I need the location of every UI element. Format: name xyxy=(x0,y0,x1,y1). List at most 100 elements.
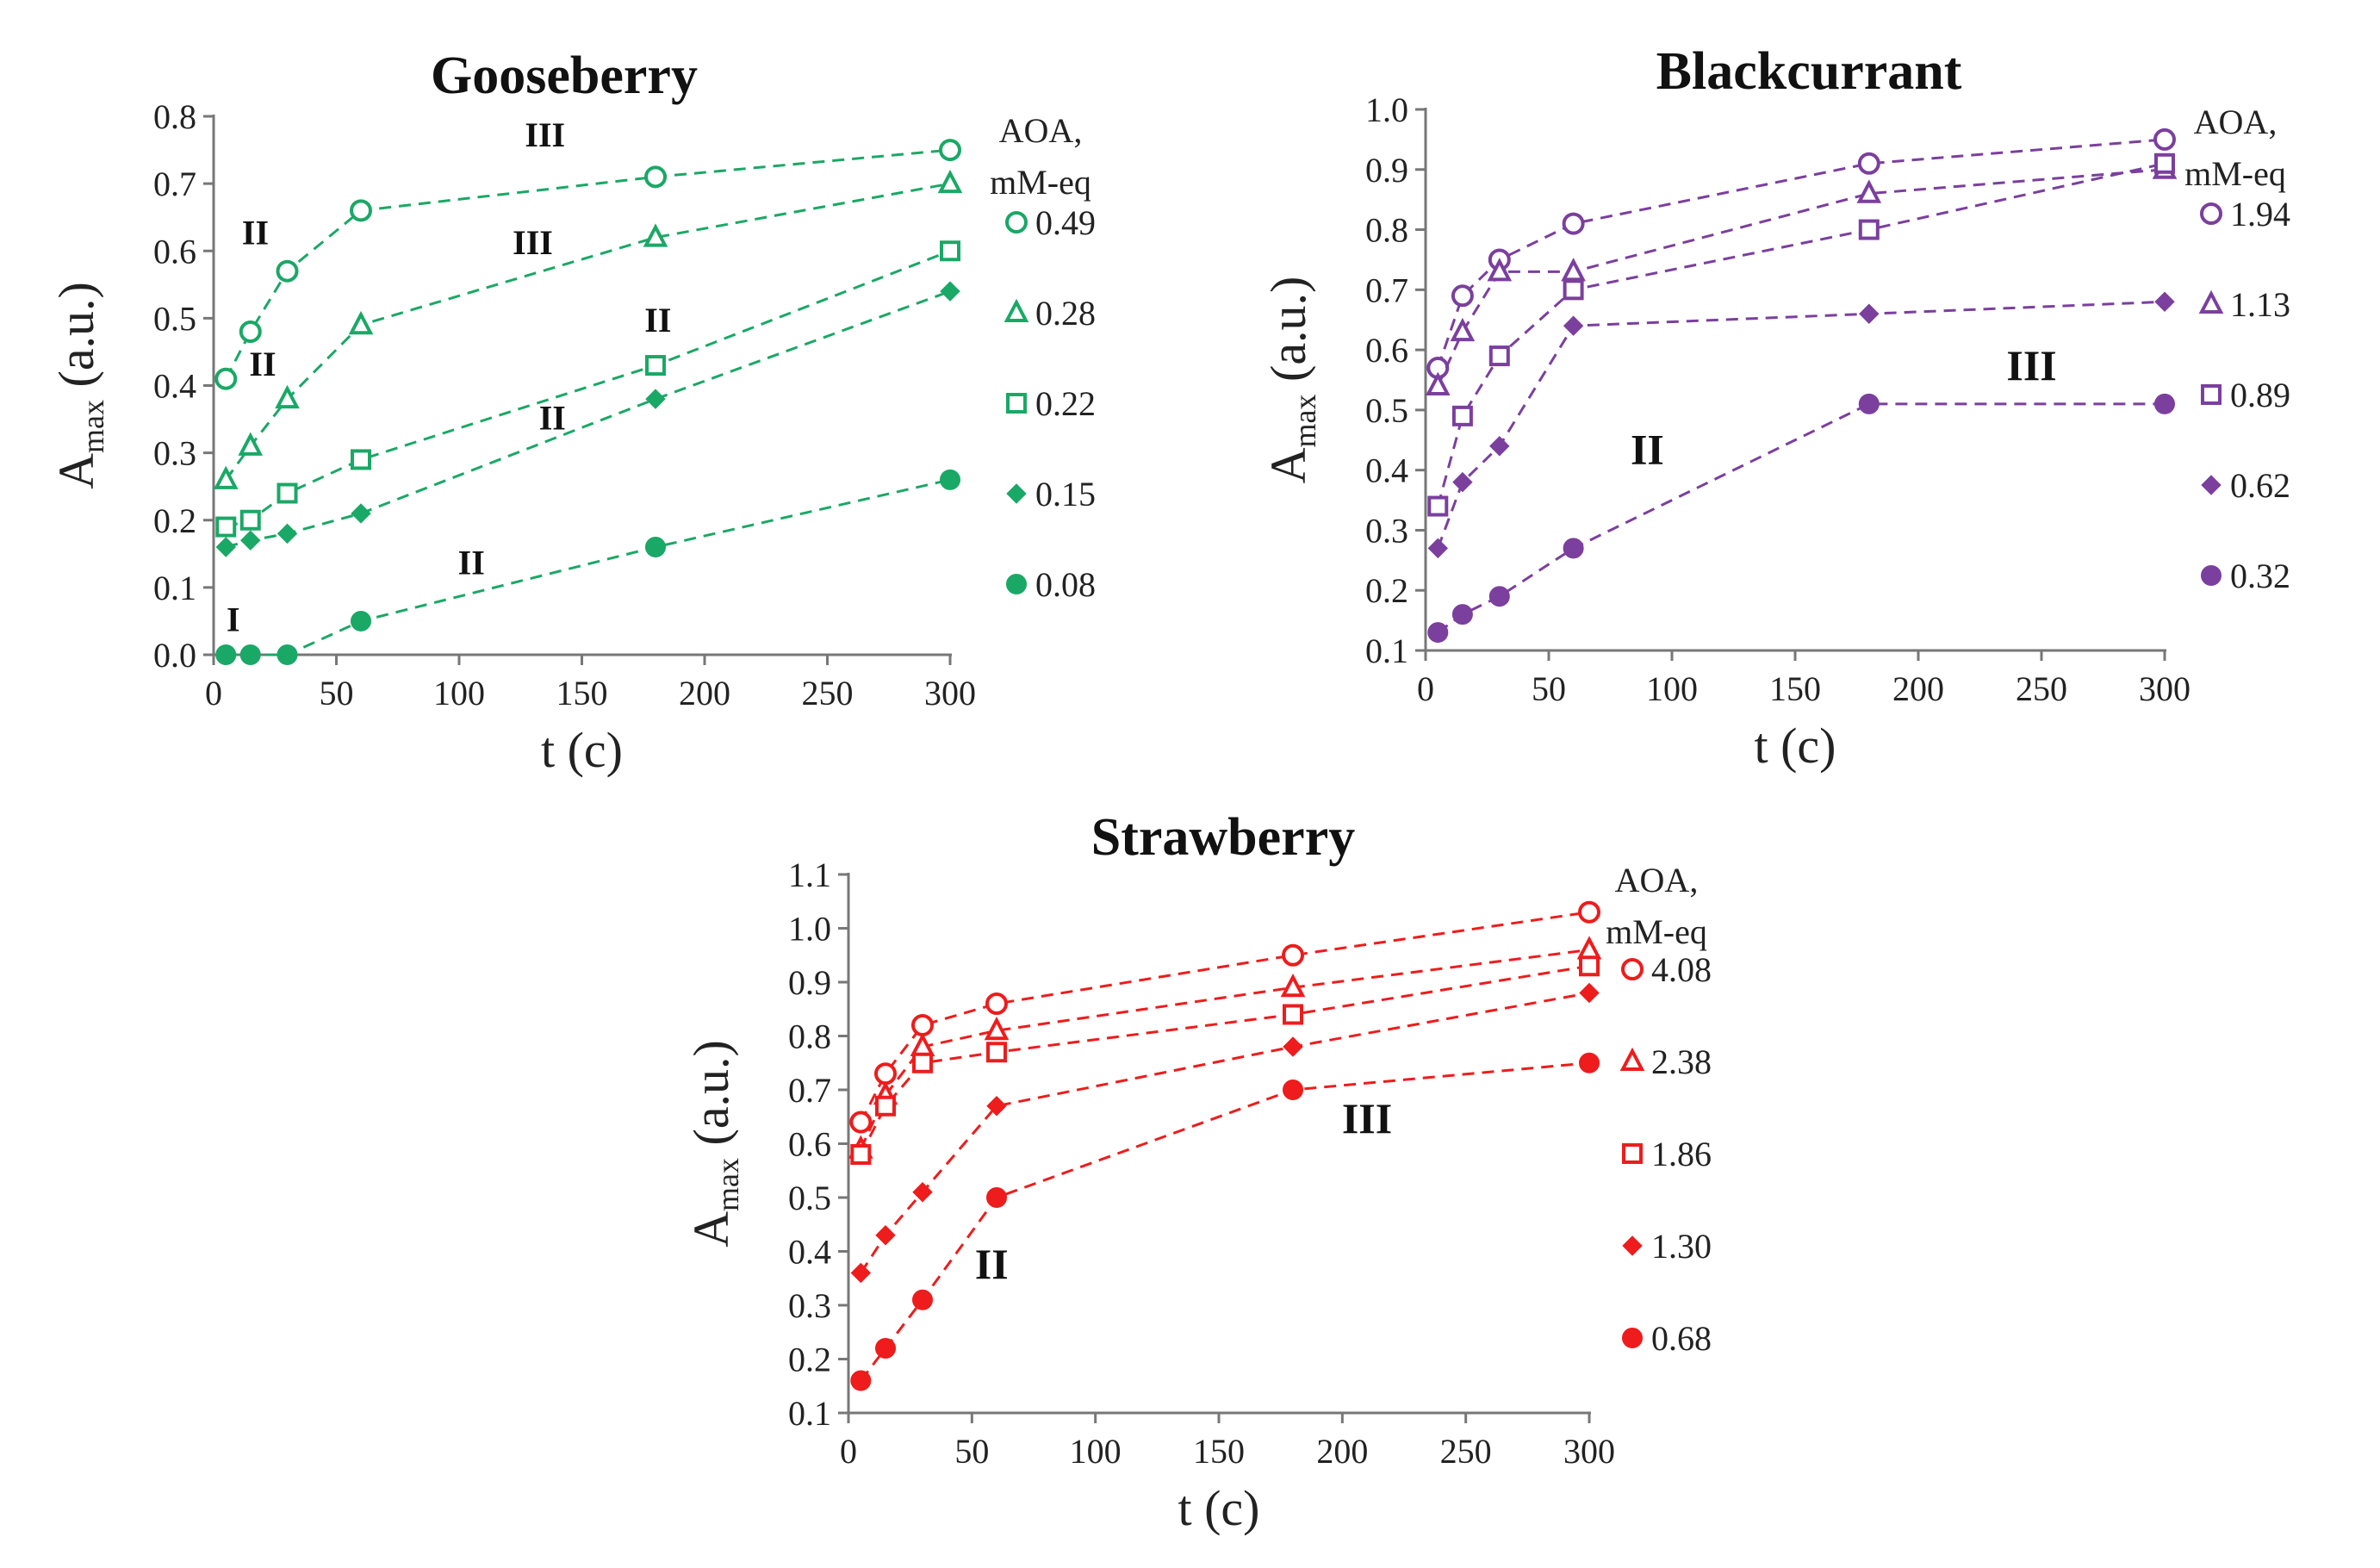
legend-marker xyxy=(1006,574,1027,594)
data-point xyxy=(1487,258,1513,282)
data-point xyxy=(1280,973,1306,998)
data-point xyxy=(1579,1052,1600,1073)
data-point xyxy=(1452,471,1473,493)
series-line xyxy=(859,911,1590,1123)
data-point xyxy=(1283,1036,1303,1057)
data-point xyxy=(644,165,667,189)
data-point xyxy=(2154,291,2175,312)
legend-label: 0.15 xyxy=(1035,475,1096,513)
data-point xyxy=(1283,1004,1303,1025)
y-axis-title-unit: (a.u.) xyxy=(48,282,104,400)
x-tick-label: 300 xyxy=(1563,1432,1615,1471)
y-tick-label: 0.1 xyxy=(788,1394,831,1433)
legend-marker xyxy=(1006,393,1027,414)
data-point xyxy=(1859,303,1880,324)
series-line xyxy=(225,249,951,529)
phase-annotation: II xyxy=(1631,426,1664,474)
y-tick-label: 1.0 xyxy=(1365,90,1408,129)
data-point xyxy=(1563,538,1584,559)
data-point xyxy=(940,281,960,302)
x-axis-title: t (c) xyxy=(541,722,623,778)
data-point xyxy=(850,1370,872,1391)
x-tick-label: 50 xyxy=(954,1432,989,1471)
phase-annotation: II xyxy=(458,543,485,582)
y-tick-label: 0.7 xyxy=(1365,271,1408,309)
series-0.68 xyxy=(850,1052,1600,1391)
y-tick-label: 0.7 xyxy=(788,1071,831,1110)
data-point xyxy=(912,1052,933,1073)
y-tick-label: 0.0 xyxy=(153,636,196,675)
legend-title: AOA, xyxy=(1615,861,1699,899)
y-tick-label: 0.5 xyxy=(1365,391,1408,430)
y-tick-label: 0.1 xyxy=(153,569,196,607)
data-point xyxy=(1427,495,1449,517)
data-point xyxy=(910,1032,935,1056)
x-tick-label: 200 xyxy=(1892,669,1944,708)
y-tick-label: 0.4 xyxy=(153,367,196,406)
series-line xyxy=(225,182,951,481)
data-point xyxy=(1488,345,1510,367)
legend-title: mM-eq xyxy=(2184,154,2286,193)
data-point xyxy=(1489,436,1510,457)
phase-annotation: I xyxy=(227,600,240,639)
legend-label: 0.32 xyxy=(2230,557,2290,595)
legend-label: 0.68 xyxy=(1651,1319,1712,1358)
data-point xyxy=(1563,315,1584,336)
series-0.62 xyxy=(1427,291,2175,559)
y-tick-label: 0.3 xyxy=(788,1286,831,1325)
y-tick-label: 0.6 xyxy=(153,232,196,271)
x-tick-label: 150 xyxy=(1769,669,1821,708)
y-tick-label: 0.8 xyxy=(788,1017,831,1056)
data-point xyxy=(1562,212,1585,235)
data-point xyxy=(239,320,262,343)
y-tick-label: 0.9 xyxy=(1365,151,1408,190)
y-tick-label: 0.6 xyxy=(788,1125,831,1164)
series-1.30 xyxy=(850,982,1600,1284)
data-point xyxy=(239,509,261,531)
chart-strawberry: Strawberry 0.1 0.2 0.3 0.4 0.5 0.6 0.7 0.8 0.9 1.0… xyxy=(683,808,1712,1536)
legend-label: 0.62 xyxy=(2230,466,2290,505)
data-point xyxy=(1579,955,1600,977)
y-tick-label: 0.9 xyxy=(788,963,831,1002)
legend-title: mM-eq xyxy=(990,163,1091,202)
series-line xyxy=(1437,402,2165,634)
data-point xyxy=(985,992,1008,1015)
data-point xyxy=(1561,258,1586,282)
legend-marker xyxy=(2198,289,2224,314)
x-tick-label: 250 xyxy=(1440,1432,1492,1471)
data-point xyxy=(1858,393,1880,414)
chart-title: Gooseberry xyxy=(431,47,698,105)
x-tick-label: 100 xyxy=(1070,1432,1122,1471)
data-point xyxy=(1451,405,1473,426)
phase-annotation: III xyxy=(525,115,565,154)
legend-title: AOA, xyxy=(2194,103,2277,141)
y-axis-title-unit: (a.u.) xyxy=(683,1040,739,1158)
legend-label: 4.08 xyxy=(1651,950,1712,989)
series-0.32 xyxy=(1427,393,2175,644)
data-point xyxy=(275,384,300,409)
phase-annotation: III xyxy=(2006,341,2056,389)
data-point xyxy=(645,389,666,409)
data-point xyxy=(348,310,374,335)
y-tick-label: 0.8 xyxy=(153,97,196,136)
legend-marker xyxy=(1621,958,1644,980)
data-point xyxy=(911,1014,934,1036)
legend-marker xyxy=(2200,202,2222,225)
data-point xyxy=(850,1262,872,1284)
x-axis-title: t (c) xyxy=(1178,1480,1260,1536)
legend-label: 1.94 xyxy=(2230,195,2290,233)
data-point xyxy=(940,240,960,262)
data-point xyxy=(643,223,668,247)
chart-blackcurrant: Blackcurrant 0.1 0.2 0.3 0.4 0.5 0.6 0.7 0.8 0.9 1… xyxy=(1260,42,2290,774)
data-point xyxy=(1427,538,1449,559)
legend-marker xyxy=(1622,1235,1643,1256)
data-point xyxy=(1578,900,1600,924)
data-point xyxy=(277,644,298,665)
legend-label: 0.28 xyxy=(1035,294,1096,333)
phase-annotation: II xyxy=(975,1240,1009,1288)
data-point xyxy=(2154,393,2175,414)
y-axis-title-sub: max xyxy=(76,400,110,453)
x-tick-label: 200 xyxy=(679,674,730,712)
data-point xyxy=(350,199,372,222)
